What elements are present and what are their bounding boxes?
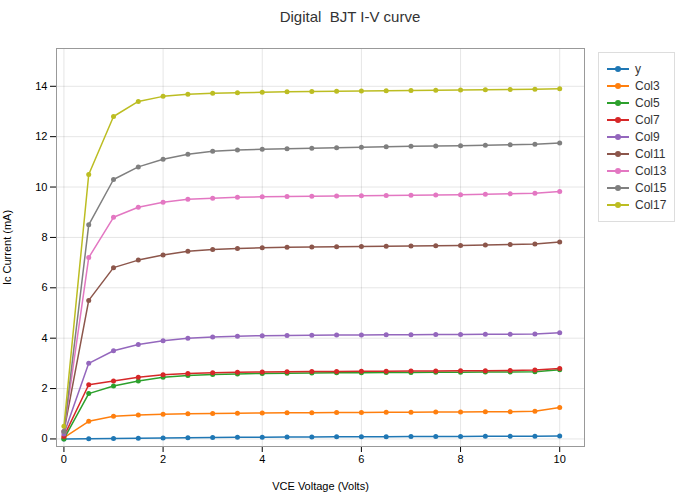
- svg-text:0: 0: [41, 432, 47, 444]
- svg-text:Ic Current (mA): Ic Current (mA): [1, 210, 13, 285]
- svg-text:10: 10: [35, 181, 47, 193]
- svg-text:8: 8: [41, 231, 47, 243]
- svg-text:4: 4: [259, 453, 265, 465]
- svg-text:6: 6: [358, 453, 364, 465]
- svg-text:10: 10: [554, 453, 566, 465]
- html-text:Digital BJT I-V curve: Digital BJT I-V curve: [279, 8, 421, 25]
- svg-text:6: 6: [41, 281, 47, 293]
- html-text:Col3: Col3: [635, 79, 660, 93]
- svg-text:14: 14: [35, 80, 47, 92]
- html-text:Col11: Col11: [635, 147, 666, 161]
- html-text:Col15: Col15: [635, 181, 667, 195]
- svg-text:8: 8: [457, 453, 463, 465]
- html-text:y: y: [635, 62, 641, 76]
- html-text:Col9: Col9: [635, 130, 660, 144]
- svg-text:12: 12: [35, 130, 47, 142]
- html-text:Col7: Col7: [635, 113, 660, 127]
- svg-text:2: 2: [160, 453, 166, 465]
- html-text:Col13: Col13: [635, 164, 667, 178]
- html-text:Col5: Col5: [635, 96, 660, 110]
- svg-text:VCE Voltage (Volts): VCE Voltage (Volts): [272, 480, 369, 492]
- svg-text:4: 4: [41, 332, 47, 344]
- html-text:Col17: Col17: [635, 198, 667, 212]
- svg-text:2: 2: [41, 382, 47, 394]
- svg-text:0: 0: [61, 453, 67, 465]
